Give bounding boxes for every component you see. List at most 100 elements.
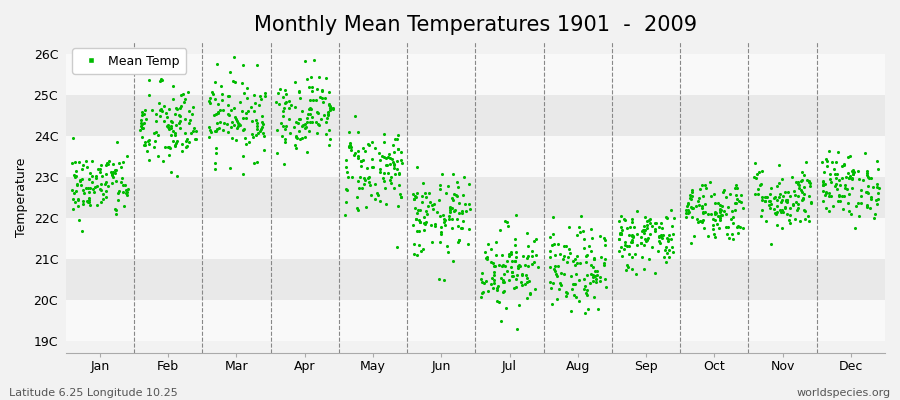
Point <box>706 231 721 238</box>
Point <box>730 185 744 192</box>
Point <box>164 118 178 124</box>
Point <box>796 196 810 202</box>
Point <box>512 302 526 309</box>
Point <box>783 205 797 211</box>
Point <box>306 96 320 103</box>
Point <box>391 166 405 172</box>
Point <box>788 216 803 222</box>
Point <box>236 153 250 160</box>
Point <box>215 107 230 113</box>
Point <box>450 216 464 222</box>
Point <box>230 122 245 129</box>
Point <box>763 205 778 211</box>
Point <box>707 234 722 240</box>
Point <box>549 273 563 279</box>
Point <box>211 110 225 116</box>
Point <box>295 123 310 129</box>
Point <box>364 155 379 162</box>
Point <box>520 230 535 237</box>
Point <box>851 176 866 182</box>
Point <box>652 234 666 240</box>
Point <box>96 195 111 202</box>
Point <box>202 124 216 130</box>
Point <box>273 86 287 92</box>
Point <box>451 184 465 190</box>
Point <box>543 254 557 260</box>
Point <box>362 179 376 186</box>
Point <box>172 112 186 118</box>
Point <box>155 107 169 114</box>
Point <box>824 193 838 200</box>
Point <box>500 258 514 264</box>
Point <box>67 172 81 178</box>
Point <box>208 166 222 172</box>
Point <box>719 194 733 200</box>
Point <box>568 262 582 268</box>
Point <box>755 207 770 213</box>
Point <box>484 246 499 252</box>
Point <box>778 205 792 212</box>
Point <box>639 238 653 245</box>
Point <box>446 197 460 203</box>
Point <box>794 186 808 193</box>
Point <box>321 88 336 95</box>
Point <box>839 174 853 180</box>
Point <box>634 240 649 246</box>
Point <box>451 223 465 229</box>
Point <box>612 236 626 243</box>
Point <box>759 194 773 200</box>
Point <box>393 156 408 163</box>
Point <box>490 287 504 293</box>
Point <box>770 197 785 203</box>
Point <box>426 206 440 212</box>
Point <box>801 213 815 220</box>
Point <box>817 192 832 198</box>
Point <box>357 176 372 183</box>
Point <box>175 147 189 154</box>
Point <box>711 200 725 206</box>
Point <box>410 228 425 234</box>
Point <box>735 225 750 232</box>
Point <box>277 160 292 167</box>
Point <box>484 258 499 265</box>
Point <box>719 224 733 230</box>
Point <box>72 159 86 165</box>
Point <box>713 217 727 224</box>
Point <box>368 145 382 151</box>
Point <box>642 217 656 223</box>
Point <box>339 185 354 192</box>
Point <box>614 231 628 237</box>
Point <box>134 112 148 118</box>
Point <box>638 214 652 220</box>
Point <box>543 279 557 286</box>
Point <box>384 180 399 186</box>
Point <box>846 167 860 174</box>
Point <box>475 278 490 285</box>
Point <box>782 193 796 200</box>
Point <box>104 170 119 177</box>
Point <box>248 100 262 107</box>
Point <box>870 180 885 187</box>
Point <box>315 94 329 101</box>
Point <box>515 282 529 288</box>
Point <box>248 108 262 114</box>
Point <box>778 198 793 204</box>
Point <box>829 174 843 181</box>
Point <box>660 235 674 241</box>
Point <box>356 180 371 187</box>
Point <box>415 199 429 206</box>
Point <box>634 240 648 246</box>
Point <box>288 142 302 148</box>
Point <box>866 184 880 190</box>
Point <box>101 160 115 167</box>
Point <box>593 277 608 284</box>
Point <box>696 209 710 215</box>
Point <box>325 105 339 112</box>
Point <box>279 90 293 97</box>
Point <box>142 156 157 163</box>
Point <box>716 208 731 214</box>
Point <box>597 260 611 266</box>
Point <box>216 126 230 133</box>
Point <box>66 196 80 202</box>
Point <box>228 114 242 120</box>
